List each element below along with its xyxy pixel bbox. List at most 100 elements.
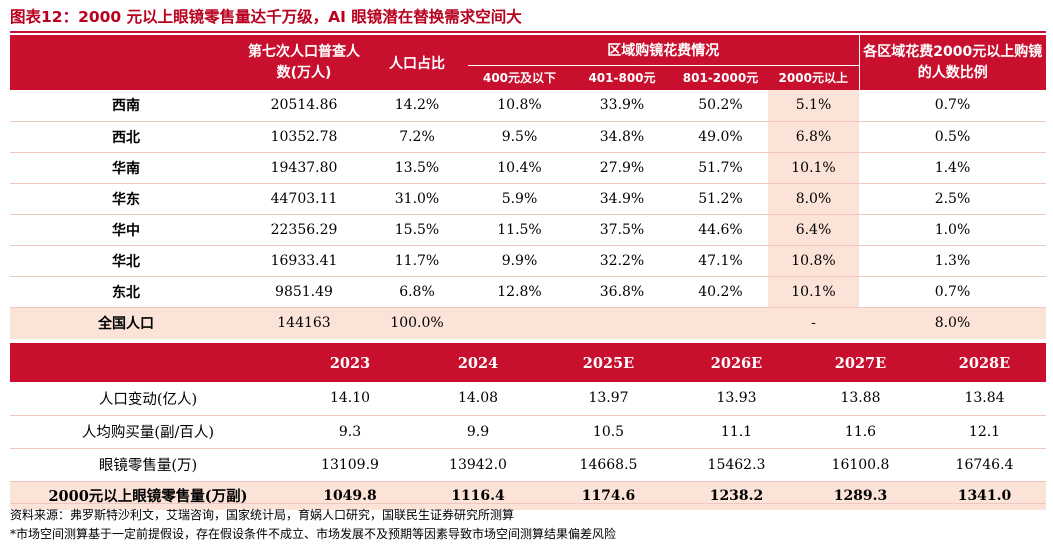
spend-cell: 34.8% (571, 121, 673, 153)
spend-cell (468, 307, 571, 339)
table-divider-rule (10, 343, 1046, 345)
ratio-cell: 1.4% (859, 152, 1046, 184)
spend-cell-highlight: 6.4% (768, 214, 859, 246)
spend-cell: 40.2% (673, 276, 768, 308)
share-cell: 11.7% (366, 245, 468, 277)
spend-cell-highlight: 5.1% (768, 90, 859, 122)
spend-cell: 5.9% (468, 183, 571, 215)
ratio-cell: 0.5% (859, 121, 1046, 153)
value-cell: 1289.3 (798, 481, 923, 510)
region-cell: 华南 (10, 152, 242, 184)
census-header: 第七次人口普查人数(万人) (242, 35, 366, 90)
regional-spend-table: 第七次人口普查人数(万人) 人口占比 区域购镜花费情况 各区域花费2000元以上… (10, 35, 1046, 339)
risk-note: *市场空间测算基于一定前提假设，存在假设条件不成立、市场发展不及预期等因素导致市… (10, 527, 617, 541)
value-cell: 10.5 (542, 415, 675, 449)
table-row: 西南 20514.86 14.2% 10.8% 33.9% 50.2% 5.1%… (10, 90, 1046, 122)
census-cell: 22356.29 (242, 214, 366, 246)
ratio-cell: 2.5% (859, 183, 1046, 215)
table-row: 眼镜零售量(万) 13109.9 13942.0 14668.5 15462.3… (10, 448, 1046, 482)
spend-cell: 51.2% (673, 183, 768, 215)
table-row: 华中 22356.29 15.5% 11.5% 37.5% 44.6% 6.4%… (10, 214, 1046, 246)
year-header: 2023 (286, 345, 414, 382)
spend-col-header: 801-2000元 (673, 65, 768, 90)
value-cell: 13.93 (675, 382, 798, 416)
row-label: 2000元以上眼镜零售量(万副) (10, 481, 286, 510)
spend-cell-highlight: 6.8% (768, 121, 859, 153)
value-cell: 9.9 (414, 415, 542, 449)
page-title: 图表12：2000 元以上眼镜零售量达千万级，AI 眼镜潜在替换需求空间大 (10, 8, 522, 26)
census-cell: 10352.78 (242, 121, 366, 153)
region-cell: 全国人口 (10, 307, 242, 339)
ratio-cell: 1.3% (859, 245, 1046, 277)
census-cell: 144163 (242, 307, 366, 339)
table-row: 人口变动(亿人) 14.10 14.08 13.97 13.93 13.88 1… (10, 382, 1046, 416)
value-cell: 13.88 (798, 382, 923, 416)
total-row: 2000元以上眼镜零售量(万副) 1049.8 1116.4 1174.6 12… (10, 481, 1046, 510)
year-header: 2026E (675, 345, 798, 382)
retail-volume-table: 2023 2024 2025E 2026E 2027E 2028E 人口变动(亿… (10, 345, 1046, 510)
year-header: 2027E (798, 345, 923, 382)
row-label: 眼镜零售量(万) (10, 448, 286, 482)
title-rule (10, 31, 1046, 33)
spend-cell: 34.9% (571, 183, 673, 215)
spend-cell: 11.5% (468, 214, 571, 246)
table-row: 东北 9851.49 6.8% 12.8% 36.8% 40.2% 10.1% … (10, 276, 1046, 308)
region-cell: 西北 (10, 121, 242, 153)
region-cell: 华北 (10, 245, 242, 277)
year-header: 2028E (923, 345, 1046, 382)
table-row: 华南 19437.80 13.5% 10.4% 27.9% 51.7% 10.1… (10, 152, 1046, 184)
table-row: 华东 44703.11 31.0% 5.9% 34.9% 51.2% 8.0% … (10, 183, 1046, 215)
spend-cell: 50.2% (673, 90, 768, 122)
spend-cell-highlight: 10.1% (768, 152, 859, 184)
spend-cell: 37.5% (571, 214, 673, 246)
share-cell: 13.5% (366, 152, 468, 184)
spend-cell (673, 307, 768, 339)
ratio-cell: 0.7% (859, 276, 1046, 308)
census-cell: 44703.11 (242, 183, 366, 215)
census-cell: 9851.49 (242, 276, 366, 308)
share-cell: 14.2% (366, 90, 468, 122)
spend-cell: 51.7% (673, 152, 768, 184)
year-header: 2024 (414, 345, 542, 382)
census-cell: 19437.80 (242, 152, 366, 184)
row-label: 人均购买量(副/百人) (10, 415, 286, 449)
region-cell: 华中 (10, 214, 242, 246)
year-header-row: 2023 2024 2025E 2026E 2027E 2028E (10, 345, 1046, 382)
spend-cell: 10.8% (468, 90, 571, 122)
spend-cell: 9.5% (468, 121, 571, 153)
table-row: 西北 10352.78 7.2% 9.5% 34.8% 49.0% 6.8% 0… (10, 121, 1046, 153)
value-cell: 14.08 (414, 382, 542, 416)
value-cell: 1238.2 (675, 481, 798, 510)
value-cell: 1116.4 (414, 481, 542, 510)
value-cell: 12.1 (923, 415, 1046, 449)
spend-col-header: 2000元以上 (768, 65, 859, 90)
ratio-header: 各区域花费2000元以上购镜的人数比例 (858, 35, 1046, 90)
spend-cell: 12.8% (468, 276, 571, 308)
share-cell: 100.0% (366, 307, 468, 339)
region-cell: 东北 (10, 276, 242, 308)
label-header (10, 345, 286, 382)
census-cell: 16933.41 (242, 245, 366, 277)
region-cell: 华东 (10, 183, 242, 215)
region-cell: 西南 (10, 90, 242, 122)
spend-cell: 32.2% (571, 245, 673, 277)
value-cell: 14668.5 (542, 448, 675, 482)
bottom-rule (10, 503, 1046, 504)
value-cell: 15462.3 (675, 448, 798, 482)
source-note: 资料来源：弗罗斯特沙利文，艾瑞咨询，国家统计局，育娲人口研究，国联民生证券研究所… (10, 508, 515, 522)
year-header: 2025E (542, 345, 675, 382)
value-cell: 1174.6 (542, 481, 675, 510)
spend-cell: 44.6% (673, 214, 768, 246)
value-cell: 13109.9 (286, 448, 414, 482)
spend-group-header: 区域购镜花费情况 (468, 35, 859, 66)
value-cell: 1341.0 (923, 481, 1046, 510)
row-label: 人口变动(亿人) (10, 382, 286, 416)
value-cell: 14.10 (286, 382, 414, 416)
ratio-cell: 8.0% (859, 307, 1046, 339)
spend-cell-highlight: 10.1% (768, 276, 859, 308)
ratio-cell: 0.7% (859, 90, 1046, 122)
total-row: 全国人口 144163 100.0% - 8.0% (10, 307, 1046, 339)
share-cell: 31.0% (366, 183, 468, 215)
value-cell: 1049.8 (286, 481, 414, 510)
spend-cell: 36.8% (571, 276, 673, 308)
